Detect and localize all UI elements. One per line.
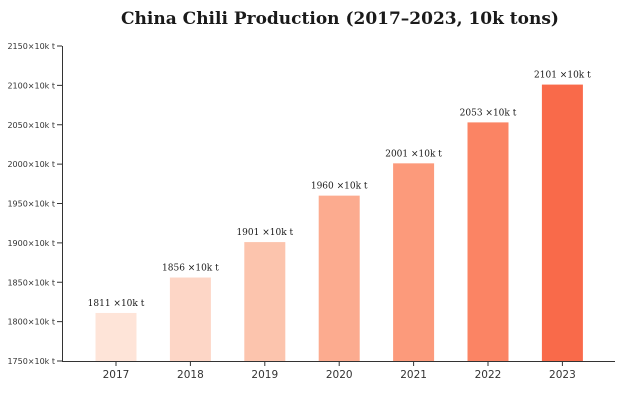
bar-2017: [95, 312, 137, 361]
x-tick-label-2022: 2022: [475, 369, 502, 381]
y-tick-label-1750: 1750×10k t: [7, 357, 55, 366]
x-axis: 2017 2018 2019 2020 2021 2022 2023: [62, 361, 615, 381]
data-labels-group: 1811 ×10k t 1856 ×10k t 1901 ×10k t 1960 ×1…: [88, 71, 591, 309]
x-tick-label-2019: 2019: [251, 369, 278, 381]
x-tick-label-2023: 2023: [549, 369, 576, 381]
data-label-2020: 1960 ×10k t: [311, 182, 368, 192]
data-label-2021: 2001 ×10k t: [385, 149, 442, 159]
bar-2018: [169, 277, 211, 361]
y-tick-label-1800: 1800×10k t: [7, 318, 55, 327]
y-tick-label-2150: 2150×10k t: [7, 42, 55, 51]
bar-2023: [541, 84, 583, 361]
data-label-2023: 2101 ×10k t: [534, 71, 591, 81]
bar-2022: [467, 122, 509, 361]
y-tick-label-1850: 1850×10k t: [7, 278, 55, 287]
bars-group: [95, 84, 583, 362]
x-tick-label-2021: 2021: [400, 369, 427, 381]
bar-2021: [393, 163, 435, 361]
y-axis: 1750×10k t 1800×10k t 1850×10k t 1900×10k t…: [7, 42, 63, 366]
chart-title: China Chili Production (2017–2023, 10k t…: [121, 9, 559, 29]
y-tick-label-2000: 2000×10k t: [7, 160, 55, 169]
y-tick-label-2050: 2050×10k t: [7, 121, 55, 130]
y-tick-label-1950: 1950×10k t: [7, 200, 55, 209]
data-label-2019: 1901 ×10k t: [236, 228, 293, 238]
data-label-2022: 2053 ×10k t: [460, 108, 517, 118]
x-tick-label-2017: 2017: [103, 369, 130, 381]
y-tick-label-1900: 1900×10k t: [7, 239, 55, 248]
x-tick-label-2018: 2018: [177, 369, 204, 381]
bar-2019: [244, 242, 286, 361]
data-label-2018: 1856 ×10k t: [162, 264, 219, 274]
bar-2020: [318, 195, 360, 362]
y-tick-label-2100: 2100×10k t: [7, 81, 55, 90]
data-label-2017: 1811 ×10k t: [88, 299, 145, 309]
x-tick-label-2020: 2020: [326, 369, 353, 381]
